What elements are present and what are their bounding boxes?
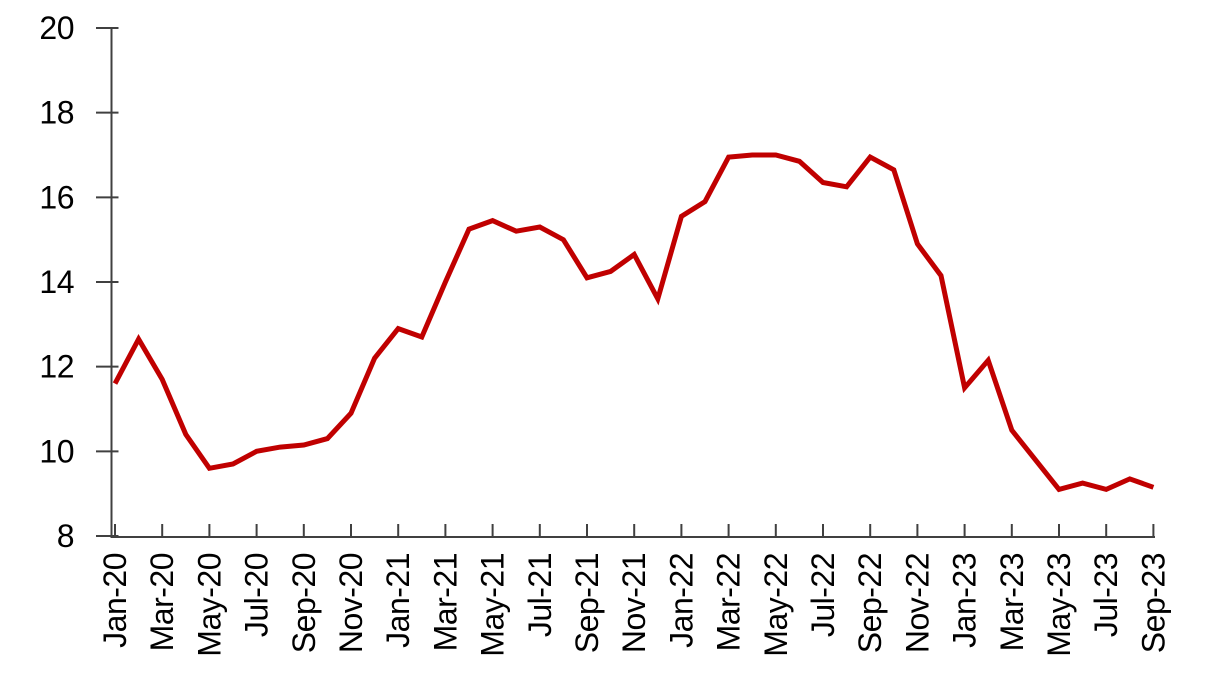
y-axis-tick-label: 16 <box>39 179 74 215</box>
x-axis-tick-label: Nov-22 <box>899 553 935 653</box>
x-axis-tick-label: May-21 <box>475 553 511 657</box>
x-axis-tick-label: Jul-20 <box>239 553 275 637</box>
x-axis-tick-label: Sep-20 <box>286 553 322 653</box>
x-axis-tick-label: Jan-20 <box>97 553 133 648</box>
x-axis-tick-label: Sep-22 <box>852 553 888 653</box>
x-axis-tick-label: Jul-23 <box>1088 553 1124 637</box>
x-axis-tick-label: Mar-23 <box>994 553 1030 651</box>
x-axis-tick-label: Mar-21 <box>427 553 463 651</box>
x-axis-tick-label: May-23 <box>1041 553 1077 657</box>
x-axis-tick-label: Nov-21 <box>616 553 652 653</box>
y-axis-tick-label: 12 <box>39 349 74 385</box>
x-axis-tick-label: Mar-20 <box>144 553 180 651</box>
x-axis-tick-label: May-22 <box>758 553 794 657</box>
x-axis-tick-label: Nov-20 <box>333 553 369 653</box>
x-axis-tick-label: Jul-21 <box>522 553 558 637</box>
y-axis-tick-label: 10 <box>39 433 74 469</box>
x-axis-tick-label: Mar-22 <box>711 553 747 651</box>
x-axis-tick-label: Jul-22 <box>805 553 841 637</box>
y-axis-tick-label: 14 <box>39 264 74 300</box>
y-axis-tick-label: 20 <box>39 10 74 46</box>
x-axis-tick-label: Jan-22 <box>663 553 699 648</box>
x-axis-tick-label: Sep-21 <box>569 553 605 653</box>
x-axis-tick-label: May-20 <box>191 553 227 657</box>
y-axis-tick-label: 18 <box>39 95 74 131</box>
x-axis-tick-label: Jan-23 <box>947 553 983 648</box>
y-axis-tick-label: 8 <box>57 518 74 554</box>
data-line-series <box>112 152 1155 493</box>
x-axis-tick-label: Sep-23 <box>1135 553 1171 653</box>
x-axis-tick-label: Jan-21 <box>380 553 416 648</box>
